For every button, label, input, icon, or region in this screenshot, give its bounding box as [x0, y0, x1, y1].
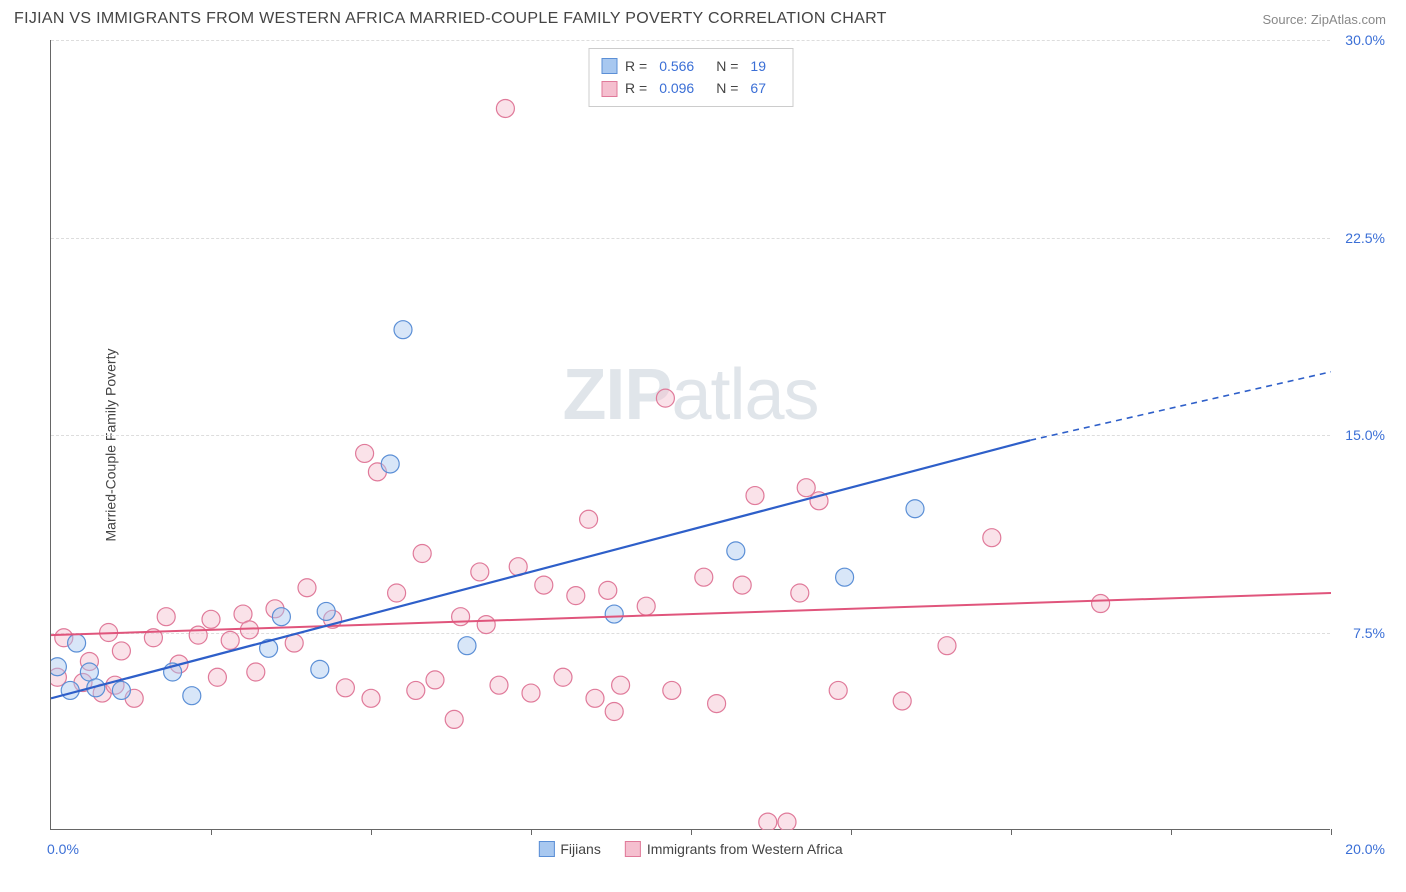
data-point [183, 687, 201, 705]
legend-stats: R = 0.566 N = 19 R = 0.096 N = 67 [588, 48, 793, 107]
data-point [836, 568, 854, 586]
data-point [791, 584, 809, 602]
data-point [778, 813, 796, 830]
data-point [394, 321, 412, 339]
data-point [496, 99, 514, 117]
data-point [381, 455, 399, 473]
legend-item-fijians: Fijians [538, 841, 600, 857]
data-point [452, 608, 470, 626]
data-point [708, 695, 726, 713]
data-point [612, 676, 630, 694]
ytick-label: 22.5% [1345, 230, 1385, 246]
data-point [663, 681, 681, 699]
data-point [695, 568, 713, 586]
data-point [51, 658, 66, 676]
legend-swatch-fijians [601, 58, 617, 74]
data-point [208, 668, 226, 686]
data-point [189, 626, 207, 644]
data-point [458, 637, 476, 655]
legend-series: Fijians Immigrants from Western Africa [538, 841, 842, 857]
data-point [272, 608, 290, 626]
ytick-label: 15.0% [1345, 427, 1385, 443]
data-point [599, 581, 617, 599]
data-point [426, 671, 444, 689]
data-point [554, 668, 572, 686]
trend-line-fijians [51, 440, 1030, 698]
data-point [938, 637, 956, 655]
legend-swatch-icon [625, 841, 641, 857]
data-point [356, 444, 374, 462]
source-label: Source: ZipAtlas.com [1262, 12, 1386, 27]
data-point [247, 663, 265, 681]
data-point [727, 542, 745, 560]
data-point [336, 679, 354, 697]
xtick [1331, 829, 1332, 835]
data-point [112, 642, 130, 660]
legend-swatch-icon [538, 841, 554, 857]
data-point [471, 563, 489, 581]
data-point [733, 576, 751, 594]
legend-row-western-africa: R = 0.096 N = 67 [601, 77, 780, 99]
data-point [829, 681, 847, 699]
data-point [61, 681, 79, 699]
data-point [240, 621, 258, 639]
data-point [1092, 595, 1110, 613]
data-point [445, 710, 463, 728]
legend-row-fijians: R = 0.566 N = 19 [601, 55, 780, 77]
data-point [298, 579, 316, 597]
data-point [906, 500, 924, 518]
data-point [893, 692, 911, 710]
plot-area: ZIPatlas R = 0.566 N = 19 R = 0.096 N = … [50, 40, 1330, 830]
data-point [407, 681, 425, 699]
data-point [157, 608, 175, 626]
data-point [746, 487, 764, 505]
chart-container: Married-Couple Family Poverty ZIPatlas R… [50, 40, 1390, 850]
trend-line-fijians-extrapolated [1030, 372, 1331, 440]
xaxis-min-label: 0.0% [47, 841, 79, 857]
legend-swatch-western-africa [601, 81, 617, 97]
data-point [68, 634, 86, 652]
data-point [580, 510, 598, 528]
data-point [567, 587, 585, 605]
data-point [317, 602, 335, 620]
data-point [362, 689, 380, 707]
data-point [112, 681, 130, 699]
legend-label: Fijians [560, 841, 600, 857]
data-point [983, 529, 1001, 547]
scatter-plot-svg [51, 40, 1331, 830]
data-point [221, 631, 239, 649]
chart-title: FIJIAN VS IMMIGRANTS FROM WESTERN AFRICA… [14, 10, 887, 28]
ytick-label: 30.0% [1345, 32, 1385, 48]
data-point [656, 389, 674, 407]
data-point [605, 605, 623, 623]
legend-item-western-africa: Immigrants from Western Africa [625, 841, 843, 857]
data-point [535, 576, 553, 594]
data-point [586, 689, 604, 707]
data-point [413, 545, 431, 563]
xaxis-max-label: 20.0% [1345, 841, 1385, 857]
legend-label: Immigrants from Western Africa [647, 841, 843, 857]
data-point [477, 616, 495, 634]
data-point [637, 597, 655, 615]
data-point [605, 703, 623, 721]
data-point [202, 610, 220, 628]
data-point [388, 584, 406, 602]
data-point [311, 660, 329, 678]
data-point [522, 684, 540, 702]
ytick-label: 7.5% [1353, 625, 1385, 641]
data-point [490, 676, 508, 694]
data-point [759, 813, 777, 830]
